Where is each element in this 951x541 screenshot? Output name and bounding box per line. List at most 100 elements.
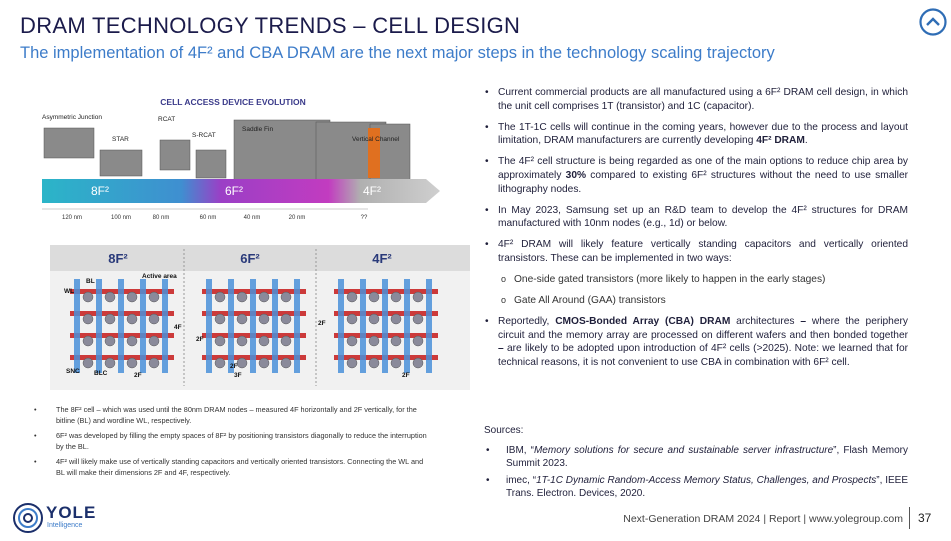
bullet: In May 2023, Samsung set up an R&D team … (485, 204, 908, 231)
bit-line (382, 279, 388, 373)
text-run: Current commercial products are all manu… (498, 87, 908, 112)
text-run: In May 2023, Samsung set up an R&D team … (498, 204, 908, 230)
text-run: where the periphery circuit and the memo… (498, 316, 908, 341)
capacitor (104, 313, 116, 325)
figure-title: CELL ACCESS DEVICE EVOLUTION (160, 97, 305, 107)
bullet: The 4F² cell structure is being regarded… (485, 155, 908, 196)
scale-label: 80 nm (153, 215, 170, 221)
capacitor (258, 313, 270, 325)
note: 4F² will likely make use of vertically s… (34, 457, 432, 478)
capacitor (412, 335, 424, 347)
capacitor (236, 357, 248, 369)
note: The 8F² cell – which was used until the … (34, 405, 432, 426)
figure-label: 4F (174, 324, 182, 331)
bit-line (338, 279, 344, 373)
capacitor (368, 291, 380, 303)
capacitor (412, 291, 424, 303)
figure-label: 2F (230, 363, 238, 370)
cell-evolution-figure: CELL ACCESS DEVICE EVOLUTION Asymmetric J… (42, 97, 440, 221)
capacitor (346, 335, 358, 347)
bit-line (162, 279, 168, 373)
capacitor (280, 291, 292, 303)
capacitor (280, 357, 292, 369)
panel-header: 4F² (372, 251, 392, 266)
emphasis: – (800, 316, 807, 328)
capacitor (104, 291, 116, 303)
capacitor (280, 313, 292, 325)
emphasis: Memory solutions for secure and sustaina… (533, 444, 834, 456)
device-image (43, 127, 95, 159)
source: IBM, “Memory solutions for secure and su… (486, 444, 908, 471)
capacitor (368, 313, 380, 325)
capacitor (82, 357, 94, 369)
emphasis: 1T-1C Dynamic Random-Access Memory Statu… (536, 474, 877, 486)
capacitor (390, 357, 402, 369)
scroll-top-button[interactable] (918, 7, 948, 37)
bullet: 4F² DRAM will likely feature vertically … (485, 238, 908, 265)
bullet-list: Current commercial products are all manu… (484, 86, 908, 377)
page-number: 37 (918, 511, 932, 525)
sources: Sources: IBM, “Memory solutions for secu… (484, 424, 908, 504)
capacitor (104, 357, 116, 369)
bit-line (250, 279, 256, 373)
scale-label: ?? (361, 215, 368, 221)
capacitor (126, 357, 138, 369)
device-image (368, 128, 380, 178)
text-run: are likely to be adopted upon introducti… (498, 343, 908, 368)
figure-label: Active area (142, 273, 177, 280)
capacitor (280, 335, 292, 347)
scale-label: 60 nm (200, 215, 217, 221)
device-image (99, 149, 143, 177)
era-label: 4F² (363, 184, 381, 198)
bit-line (118, 279, 124, 373)
capacitor (258, 357, 270, 369)
bit-line (74, 279, 80, 373)
panel-header: 6F² (240, 251, 260, 266)
capacitor (126, 335, 138, 347)
text-run: . (804, 135, 808, 147)
bit-line (404, 279, 410, 373)
capacitor (104, 335, 116, 347)
bullet: Current commercial products are all manu… (485, 86, 908, 113)
text-run: Reportedly, (498, 316, 556, 328)
capacitor (148, 291, 160, 303)
emphasis: CMOS-Bonded Array (CBA) DRAM (555, 316, 731, 328)
capacitor (148, 313, 160, 325)
bit-line (96, 279, 102, 373)
text-run: imec, “ (506, 474, 537, 486)
capacitor (214, 357, 226, 369)
cell-layout-figure: 8F² 6F² 4F² BL WL Active area 4F 2F SNC BLC 2F 2F 3F… (50, 245, 470, 390)
capacitor (236, 335, 248, 347)
figure-label: 2F (196, 336, 204, 343)
stage-label: Asymmetric Junction (42, 114, 102, 121)
bit-line (294, 279, 300, 373)
logo-subtext: Intelligence (47, 522, 83, 529)
header-band (50, 245, 470, 271)
device-image (195, 149, 227, 179)
figure-label: 2F (318, 320, 326, 327)
note: 6F² was developed by filling the empty s… (34, 431, 432, 452)
bit-line (426, 279, 432, 373)
slide-title: DRAM TECHNOLOGY TRENDS – CELL DESIGN (20, 13, 521, 38)
device-image (159, 139, 191, 171)
text-run: architectures (730, 316, 801, 328)
capacitor (346, 357, 358, 369)
panel-header: 8F² (108, 251, 128, 266)
footer-text: Next-Generation DRAM 2024 | Report | www… (623, 513, 903, 525)
capacitor (258, 291, 270, 303)
footer-separator (909, 507, 910, 529)
era-label: 6F² (225, 184, 243, 198)
era-arrow (42, 179, 440, 203)
sources-title: Sources: (484, 425, 524, 436)
text-run: ”, Flash Memory Summit 2023. (506, 444, 908, 470)
capacitor (390, 335, 402, 347)
emphasis: – (498, 343, 504, 355)
capacitor (236, 291, 248, 303)
capacitor (346, 291, 358, 303)
figure-label: 2F (134, 372, 142, 379)
figure-label: BLC (94, 370, 108, 377)
capacitor (214, 335, 226, 347)
scale-label: 20 nm (289, 215, 306, 221)
bit-line (140, 279, 146, 373)
capacitor (148, 357, 160, 369)
